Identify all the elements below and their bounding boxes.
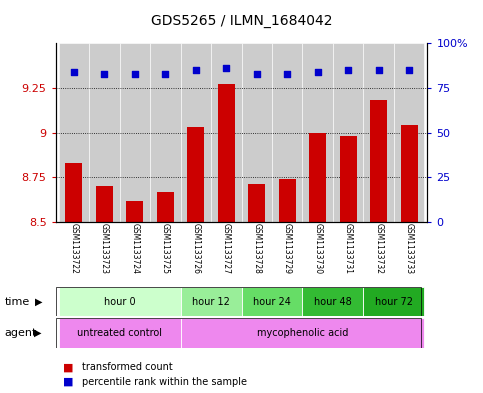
Bar (370, 101, 387, 222)
Bar (187, 127, 204, 222)
Point (192, 67, 199, 73)
Bar (181, 287, 242, 316)
Text: untreated control: untreated control (77, 328, 162, 338)
Bar (127, 200, 143, 222)
Bar (96, 186, 113, 222)
Text: ▶: ▶ (34, 328, 42, 338)
Point (375, 67, 383, 73)
Bar (157, 192, 174, 222)
Bar (309, 133, 326, 222)
Bar (58, 287, 181, 316)
Text: ▶: ▶ (35, 297, 43, 307)
Text: hour 48: hour 48 (314, 297, 352, 307)
Point (222, 65, 230, 72)
Bar (150, 43, 181, 222)
Bar (218, 84, 235, 222)
Bar (211, 43, 242, 222)
Point (131, 70, 139, 77)
Bar (394, 43, 425, 222)
Bar (272, 43, 302, 222)
Bar (279, 179, 296, 222)
Bar (89, 43, 120, 222)
Text: hour 12: hour 12 (192, 297, 230, 307)
Point (314, 69, 322, 75)
Bar (401, 125, 417, 222)
Text: agent: agent (5, 328, 37, 338)
Point (405, 67, 413, 73)
Text: percentile rank within the sample: percentile rank within the sample (82, 377, 247, 387)
Point (344, 67, 352, 73)
Text: mycophenolic acid: mycophenolic acid (257, 328, 348, 338)
Bar (302, 287, 363, 316)
Text: transformed count: transformed count (82, 362, 173, 373)
Bar (181, 43, 211, 222)
Bar (58, 318, 181, 348)
Text: time: time (5, 297, 30, 307)
Bar (242, 43, 272, 222)
Text: ■: ■ (63, 362, 73, 373)
Bar (248, 184, 265, 222)
Bar (58, 43, 89, 222)
Bar (120, 43, 150, 222)
Bar (66, 163, 82, 222)
Text: hour 0: hour 0 (104, 297, 135, 307)
Point (284, 70, 291, 77)
Bar (363, 287, 425, 316)
Text: ■: ■ (63, 377, 73, 387)
Text: hour 72: hour 72 (375, 297, 413, 307)
Bar (340, 136, 356, 222)
Text: GDS5265 / ILMN_1684042: GDS5265 / ILMN_1684042 (151, 14, 332, 28)
Bar (242, 287, 302, 316)
Point (161, 70, 169, 77)
Point (100, 70, 108, 77)
Point (70, 69, 78, 75)
Text: hour 24: hour 24 (253, 297, 291, 307)
Bar (363, 43, 394, 222)
Bar (181, 318, 425, 348)
Bar (333, 43, 363, 222)
Bar (302, 43, 333, 222)
Point (253, 70, 261, 77)
